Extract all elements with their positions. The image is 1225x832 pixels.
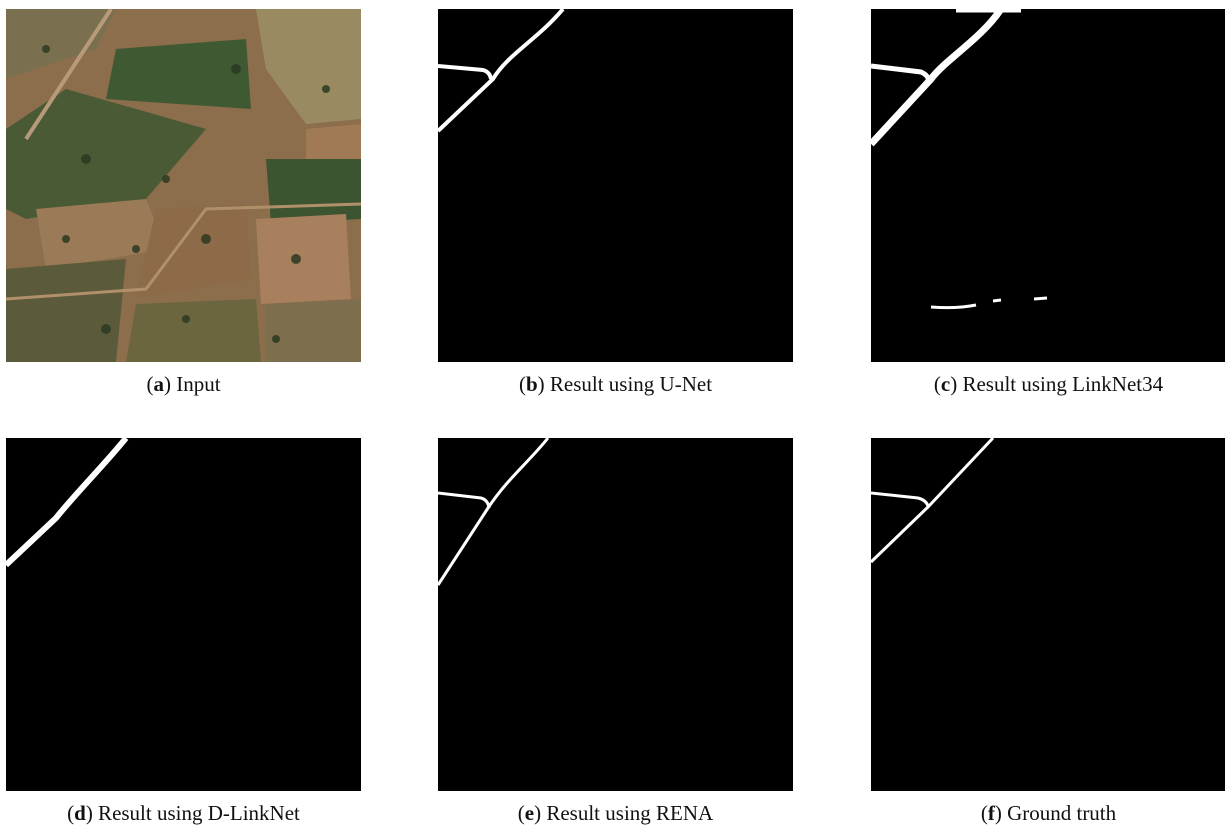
- mask-image: [871, 438, 1225, 791]
- caption-letter: c: [941, 372, 950, 396]
- caption: (c) Result using LinkNet34: [831, 372, 1225, 397]
- panel-dlinknet: (d) Result using D-LinkNet: [6, 438, 361, 791]
- caption-open: (: [518, 801, 525, 825]
- mask-image: [6, 438, 361, 791]
- aerial-image: [6, 9, 361, 362]
- caption-text: ) Ground truth: [995, 801, 1116, 825]
- caption-letter: d: [74, 801, 86, 825]
- caption-text: ) Result using U-Net: [538, 372, 712, 396]
- mask-image: [438, 438, 793, 791]
- panel-input: (a) Input: [6, 9, 361, 362]
- panel-ground-truth: (f) Ground truth: [871, 438, 1225, 791]
- panel-unet: (b) Result using U-Net: [438, 9, 793, 362]
- caption: (a) Input: [0, 372, 401, 397]
- caption-open: (: [519, 372, 526, 396]
- caption-text: ) Result using D-LinkNet: [86, 801, 300, 825]
- caption: (e) Result using RENA: [398, 801, 833, 826]
- figure-page: (a) Input (b) Result using U-Net (c) Res…: [0, 0, 1225, 832]
- caption-text: ) Result using RENA: [534, 801, 713, 825]
- caption-letter: e: [525, 801, 534, 825]
- caption-letter: b: [526, 372, 538, 396]
- caption-text: ) Input: [164, 372, 221, 396]
- caption-letter: a: [153, 372, 164, 396]
- caption: (f) Ground truth: [831, 801, 1225, 826]
- mask-image: [438, 9, 793, 362]
- caption-letter: f: [988, 801, 995, 825]
- caption-open: (: [981, 801, 988, 825]
- caption-text: ) Result using LinkNet34: [950, 372, 1163, 396]
- mask-image: [871, 9, 1225, 362]
- caption-open: (: [934, 372, 941, 396]
- caption: (b) Result using U-Net: [398, 372, 833, 397]
- panel-linknet34: (c) Result using LinkNet34: [871, 9, 1225, 362]
- panel-rena: (e) Result using RENA: [438, 438, 793, 791]
- caption: (d) Result using D-LinkNet: [0, 801, 401, 826]
